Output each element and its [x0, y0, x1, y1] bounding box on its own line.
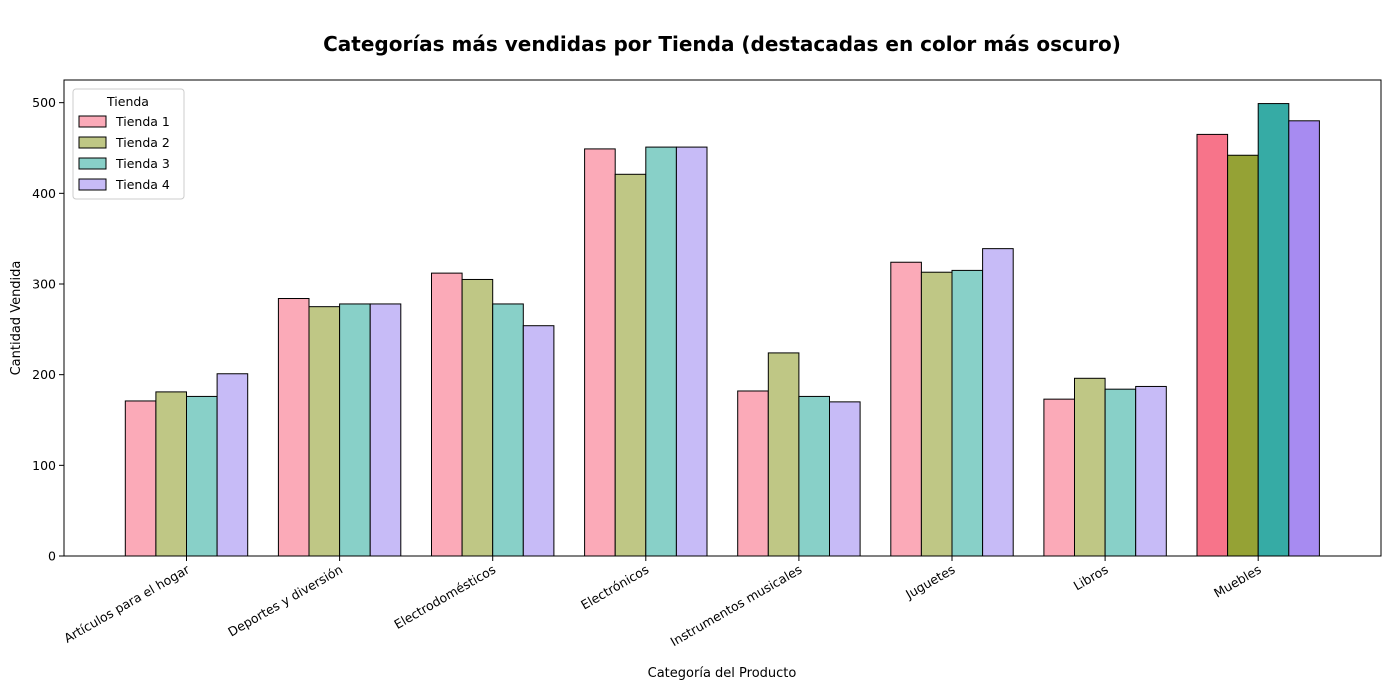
bar — [431, 272, 463, 557]
legend-swatch — [78, 115, 107, 128]
bar — [339, 303, 371, 557]
y-tick-label: 200 — [32, 367, 56, 382]
legend-items: Tienda 1 Tienda 2 Tienda 3 Tienda 4 — [78, 114, 170, 192]
bar — [492, 303, 524, 557]
bar — [155, 391, 187, 557]
bar — [1227, 154, 1259, 557]
bar — [584, 148, 616, 557]
x-tick-label: Libros — [1071, 562, 1111, 594]
chart-title: Categorías más vendidas por Tienda (dest… — [323, 32, 1121, 56]
bar — [920, 271, 953, 557]
bar — [1104, 388, 1137, 557]
legend-label: Tienda 3 — [115, 156, 170, 171]
bar — [829, 401, 861, 557]
legend-label: Tienda 1 — [115, 114, 170, 129]
bar — [308, 306, 341, 557]
bar — [186, 395, 218, 557]
x-tick-label: Deportes y diversión — [225, 562, 345, 640]
bar — [890, 261, 922, 557]
y-tick-label: 400 — [32, 186, 56, 201]
bar — [675, 146, 708, 557]
x-axis: Artículos para el hogar Deportes y divers… — [61, 556, 1264, 650]
x-tick-label: Electrónicos — [578, 562, 651, 613]
legend-label: Tienda 4 — [115, 177, 170, 192]
bar — [522, 325, 555, 557]
bar — [216, 373, 249, 557]
legend-swatch — [78, 178, 107, 191]
bar — [1074, 377, 1106, 557]
x-tick-label: Artículos para el hogar — [61, 561, 192, 646]
legend-swatch — [78, 136, 107, 149]
y-axis: 0 100 200 300 400 500 — [32, 95, 64, 564]
bar — [277, 298, 310, 557]
y-tick-label: 0 — [48, 549, 56, 564]
bar — [461, 278, 494, 557]
y-tick-label: 300 — [32, 277, 56, 292]
bar — [645, 146, 677, 557]
x-tick-label: Muebles — [1211, 562, 1264, 601]
bar — [951, 269, 984, 557]
bar — [1288, 120, 1320, 557]
bar — [1257, 103, 1290, 557]
bar — [124, 400, 157, 557]
legend-swatch — [78, 157, 107, 170]
bar — [614, 173, 647, 557]
legend-title: Tienda — [106, 94, 149, 109]
bars-group — [124, 103, 1320, 557]
legend-label: Tienda 2 — [115, 135, 170, 150]
bar — [798, 395, 831, 557]
x-tick-label: Electrodomésticos — [391, 562, 498, 632]
bar — [369, 303, 402, 557]
x-tick-label: Juguetes — [902, 562, 957, 603]
y-axis-label: Cantidad Vendida — [9, 261, 24, 376]
x-tick-label: Instrumentos musicales — [668, 562, 805, 650]
bar — [1135, 385, 1167, 557]
bar — [1043, 398, 1076, 557]
y-tick-label: 500 — [32, 95, 56, 110]
x-axis-label: Categoría del Producto — [648, 666, 797, 681]
legend: Tienda Tienda 1 Tienda 2 Tienda 3 Tienda 4 — [72, 88, 185, 200]
y-tick-label: 100 — [32, 458, 56, 473]
bar — [982, 248, 1014, 557]
bar — [1196, 133, 1229, 557]
bar — [767, 352, 800, 557]
plot-frame — [63, 79, 1382, 557]
bar — [737, 390, 769, 557]
